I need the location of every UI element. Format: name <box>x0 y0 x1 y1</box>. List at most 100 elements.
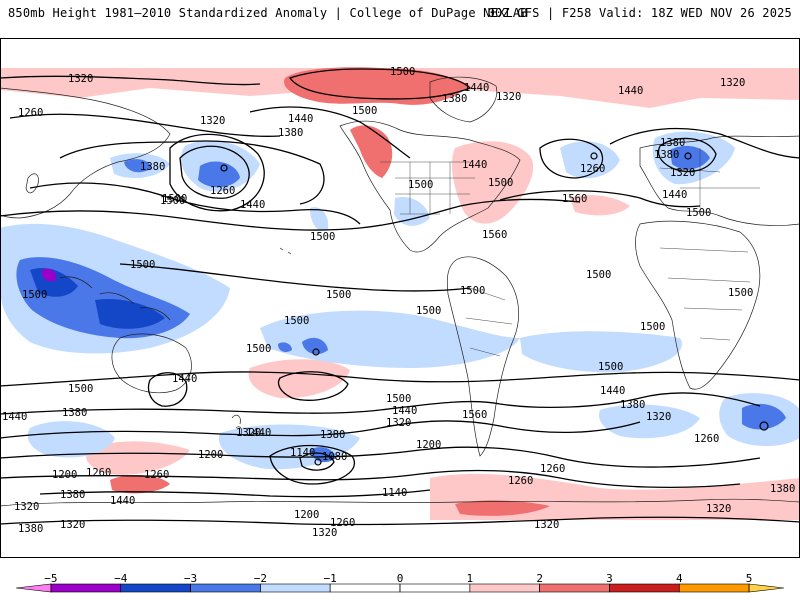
coast-hawaii <box>279 247 292 255</box>
contour-label: 1500 <box>246 343 271 355</box>
anomaly-negative-tropical-pacific-core <box>302 337 328 355</box>
coast-greenland <box>429 76 498 123</box>
contour-label: 1320 <box>386 417 411 429</box>
colorbar-tick-label: 5 <box>746 572 753 585</box>
contour-labels: 1320 1500 1440 1320 1380 1500 1440 1320 … <box>2 66 795 539</box>
contour-label: 1380 <box>654 149 679 161</box>
anomaly-positive-southern-ocean-red <box>455 500 550 516</box>
contour-label: 1560 <box>482 229 507 241</box>
colorbar-tick-label: 4 <box>676 572 683 585</box>
contour-label: 1260 <box>580 163 605 175</box>
anomaly-negative-tropical-pacific-core-2 <box>278 342 292 352</box>
contour-label: 1500 <box>408 179 433 191</box>
contour-label: 1500 <box>586 269 611 281</box>
contour-label: 1500 <box>130 259 155 271</box>
anomaly-positive-alaska <box>350 125 393 178</box>
colorbar-tick-label: 2 <box>536 572 543 585</box>
contour-label: 1200 <box>416 439 441 451</box>
anomaly-negative-austral-low-core <box>742 403 786 430</box>
colorbar-tick-label: −3 <box>184 572 197 585</box>
contour-label: 1500 <box>488 177 513 189</box>
coast-south-america <box>446 256 519 457</box>
contour-1260-south <box>0 469 741 489</box>
contour-label: 1440 <box>392 405 417 417</box>
contour-label: 1500 <box>686 207 711 219</box>
anomaly-negative-n-pacific-core <box>124 159 152 173</box>
contour-label: 1320 <box>720 77 745 89</box>
border-us-states <box>395 162 475 214</box>
anomaly-negative-pacific-low-core <box>198 161 240 188</box>
contour-1260-atlantic-low <box>539 138 604 179</box>
contour-label: 1080 <box>322 451 347 463</box>
coast-asia <box>0 87 171 219</box>
low-centers <box>220 152 769 466</box>
contour-1500-south-atlantic-high <box>277 371 349 401</box>
contour-label: 1500 <box>390 66 415 78</box>
contour-label: 1380 <box>140 161 165 173</box>
contour-1500-arctic <box>288 68 472 100</box>
contour-label: 1500 <box>68 383 93 395</box>
contour-label: 1560 <box>462 409 487 421</box>
contour-label: 1500 <box>416 305 441 317</box>
anomaly-negative-caribbean <box>394 196 430 226</box>
contour-label: 1380 <box>620 399 645 411</box>
coastlines <box>0 76 800 507</box>
colorbar-tick-label: 3 <box>606 572 613 585</box>
low-center-marker <box>684 152 692 160</box>
coast-europe <box>639 135 800 226</box>
contour-1260-pacific-low <box>179 145 250 199</box>
contour-label: 1440 <box>2 411 27 423</box>
contour-label: 1440 <box>172 373 197 385</box>
contour-1440-south-pacific-ridge <box>147 372 188 407</box>
colorbar-tick-label: 0 <box>397 572 404 585</box>
colorbar-bin <box>260 583 331 593</box>
low-center-marker <box>759 421 769 431</box>
anomaly-negative-n-atlantic <box>560 141 620 179</box>
anomaly-positive-south-pacific-core <box>110 475 170 494</box>
anomaly-positive-us-east <box>451 141 534 224</box>
contour-label: 1320 <box>670 167 695 179</box>
contour-1500-equator <box>119 263 471 292</box>
contour-label: 1500 <box>386 393 411 405</box>
contour-label: 1500 <box>352 105 377 117</box>
contour-label: 1140 <box>290 447 315 459</box>
contour-label: 1500 <box>160 195 185 207</box>
contour-label: 1440 <box>618 85 643 97</box>
contour-label: 1440 <box>110 495 135 507</box>
coast-africa <box>635 220 761 390</box>
contour-1380-south <box>0 420 641 439</box>
contour-1440-south <box>0 392 761 415</box>
anomaly-negative-west-pacific-strong <box>30 267 78 297</box>
contour-label: 1320 <box>312 527 337 539</box>
colorbar-bin <box>609 583 680 593</box>
contour-label: 1380 <box>278 127 303 139</box>
colorbar-bin <box>678 583 750 593</box>
anomaly-negative-extreme-center <box>41 268 57 282</box>
contour-label: 1500 <box>460 285 485 297</box>
contour-label: 1320 <box>236 427 261 439</box>
contour-label: 1260 <box>18 107 43 119</box>
contour-1320-north <box>0 75 261 86</box>
chart-title: 850mb Height 1981–2010 Standardized Anom… <box>8 6 528 20</box>
colorbar-tick-label: −1 <box>324 572 337 585</box>
contour-1320-antarctic <box>0 516 800 526</box>
coast-australia <box>111 333 192 394</box>
contour-label: 1380 <box>18 523 43 535</box>
contour-label: 1500 <box>326 289 351 301</box>
contour-label: 1320 <box>646 411 671 423</box>
contour-label: 1260 <box>210 185 235 197</box>
coast-north-america <box>339 120 521 253</box>
low-center-marker <box>590 152 598 160</box>
contour-1200-south <box>39 489 431 498</box>
colorbar-bin <box>399 583 471 593</box>
anomaly-negative-tropical-pacific <box>260 310 520 368</box>
contour-label: 1320 <box>534 519 559 531</box>
colorbar-tick-label: −4 <box>114 572 128 585</box>
anomaly-positive-s-atlantic <box>248 359 350 399</box>
contour-1320-scandinavia-low <box>657 137 717 173</box>
contour-label: 1500 <box>728 287 753 299</box>
contour-label: 1260 <box>694 433 719 445</box>
anomaly-negative-s-pacific-low <box>27 421 116 458</box>
contour-label: 1260 <box>144 469 169 481</box>
contour-label: 1320 <box>200 115 225 127</box>
